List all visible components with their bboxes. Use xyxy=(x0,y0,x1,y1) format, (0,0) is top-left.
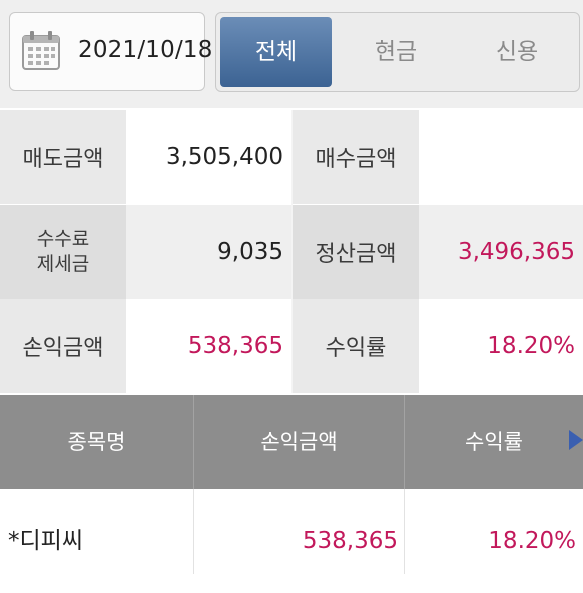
row-divider xyxy=(404,489,405,574)
return-value: 18.20% xyxy=(419,299,583,393)
summary-grid: 매도금액 3,505,400 매수금액 수수료 제세금 9,035 정산금액 3… xyxy=(0,110,583,393)
header-stock-name[interactable]: 종목명 xyxy=(67,430,126,454)
sell-amount-label: 매도금액 xyxy=(0,110,126,204)
summary-row-fee-settlement: 수수료 제세금 9,035 정산금액 3,496,365 xyxy=(0,205,583,299)
table-row[interactable]: *디피씨 538,365 18.20% xyxy=(0,489,583,574)
account-type-tabs: 전체 현금 신용 xyxy=(215,12,580,92)
fee-label-line1: 수수료 xyxy=(36,228,90,250)
summary-row-pnl-return: 손익금액 538,365 수익률 18.20% xyxy=(0,299,583,393)
row-return-rate: 18.20% xyxy=(488,528,576,554)
tab-cash[interactable]: 현금 xyxy=(374,39,418,65)
header-pnl[interactable]: 손익금액 xyxy=(260,430,338,454)
buy-amount-label: 매수금액 xyxy=(293,110,419,204)
column-divider xyxy=(291,110,293,393)
tab-all[interactable]: 전체 xyxy=(220,17,332,87)
table-header: 종목명 손익금액 수익률 xyxy=(0,395,583,489)
row-divider xyxy=(193,489,194,574)
buy-amount-value xyxy=(419,110,583,204)
pnl-value: 538,365 xyxy=(126,299,291,393)
summary-row-sell-buy: 매도금액 3,505,400 매수금액 xyxy=(0,110,583,204)
settlement-label: 정산금액 xyxy=(293,205,419,299)
scroll-right-arrow-icon[interactable] xyxy=(569,430,583,450)
tab-credit[interactable]: 신용 xyxy=(495,39,539,65)
date-picker[interactable]: 2021/10/18 xyxy=(9,12,212,91)
header-return-rate[interactable]: 수익률 xyxy=(465,430,523,454)
row-stock-name: *디피씨 xyxy=(8,528,83,554)
return-label: 수익률 xyxy=(293,299,419,393)
calendar-icon xyxy=(22,31,60,70)
row-pnl: 538,365 xyxy=(302,528,398,554)
date-value: 2021/10/18 xyxy=(78,37,213,63)
header-divider xyxy=(404,395,405,489)
settlement-value: 3,496,365 xyxy=(419,205,583,299)
sell-amount-value: 3,505,400 xyxy=(126,110,291,204)
fee-tax-value: 9,035 xyxy=(126,205,291,299)
pnl-label: 손익금액 xyxy=(0,299,126,393)
filter-bar: 2021/10/18 전체 현금 신용 xyxy=(0,0,583,108)
fee-label-line2: 제세금 xyxy=(36,253,90,275)
fee-tax-label: 수수료 제세금 xyxy=(0,205,126,299)
header-divider xyxy=(193,395,194,489)
